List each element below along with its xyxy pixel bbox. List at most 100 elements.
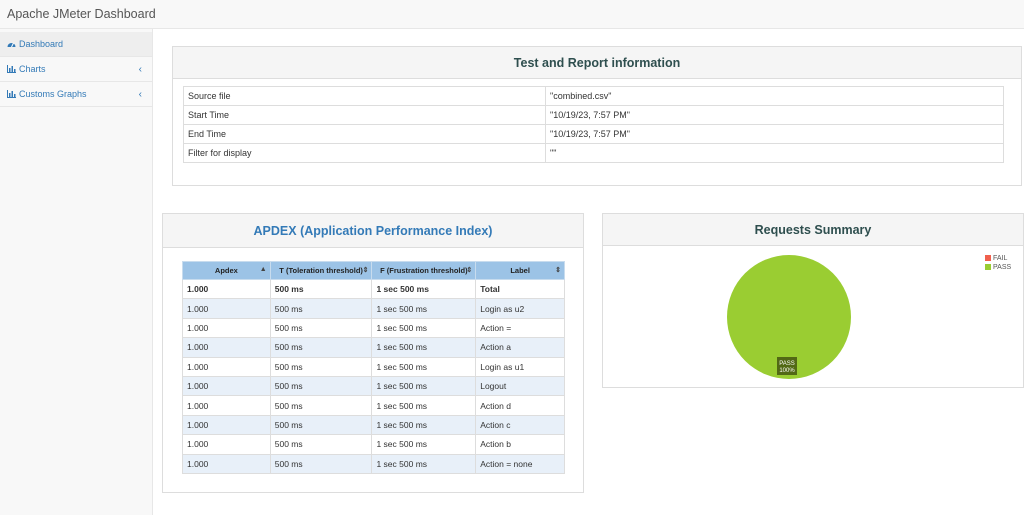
column-header-label: F (Frustration threshold) bbox=[380, 266, 468, 275]
pie-label-box bbox=[777, 357, 797, 375]
requests-summary-panel: Requests Summary PASS 100% FAIL PASS bbox=[602, 213, 1024, 388]
table-cell: 1.000 bbox=[182, 298, 271, 319]
table-cell: 500 ms bbox=[269, 317, 373, 339]
sort-icon: ⇕ bbox=[466, 267, 473, 274]
table-cell: 500 ms bbox=[269, 298, 373, 319]
legend-item-fail[interactable]: FAIL bbox=[985, 255, 1007, 262]
table-cell: Action = bbox=[475, 317, 565, 339]
info-value: "combined.csv" bbox=[545, 86, 1004, 106]
report-info-panel: Test and Report information Source file "… bbox=[172, 46, 1022, 186]
apdex-title: APDEX (Application Performance Index) bbox=[163, 214, 583, 248]
table-row: 1.000 500 ms 1 sec 500 ms Action a bbox=[182, 337, 565, 358]
chevron-left-icon[interactable]: ‹ bbox=[138, 64, 142, 75]
sort-icon: ⇕ bbox=[555, 267, 561, 274]
table-cell: 1 sec 500 ms bbox=[371, 434, 477, 455]
sidebar: Dashboard Charts ‹ Customs Graphs ‹ bbox=[0, 29, 153, 515]
table-row: 1.000 500 ms 1 sec 500 ms Action = none bbox=[182, 453, 565, 474]
table-cell: 1.000 bbox=[182, 317, 271, 339]
table-cell: 500 ms bbox=[269, 414, 373, 436]
pie-slice-pass[interactable] bbox=[727, 255, 851, 379]
table-cell: Action c bbox=[475, 414, 565, 436]
info-label: Filter for display bbox=[183, 143, 546, 163]
dashboard-icon bbox=[7, 42, 16, 48]
table-cell: Login as u2 bbox=[475, 298, 565, 319]
info-row: Source file "combined.csv" bbox=[183, 86, 1004, 106]
table-row: 1.000 500 ms 1 sec 500 ms Action c bbox=[182, 414, 565, 436]
legend-label: FAIL bbox=[993, 255, 1008, 262]
sidebar-item-dashboard[interactable]: Dashboard bbox=[0, 32, 152, 57]
table-row: 1.000 500 ms 1 sec 500 ms Action b bbox=[182, 434, 565, 455]
info-label: Start Time bbox=[183, 105, 546, 125]
table-cell: Logout bbox=[475, 375, 565, 397]
apdex-table: Apdex ▲ T (Toleration threshold) ⇕ F (Frustr… bbox=[182, 261, 565, 474]
table-cell: 1 sec 500 ms bbox=[371, 356, 477, 377]
legend-swatch-pass bbox=[985, 264, 991, 270]
info-row: Start Time "10/19/23, 7:57 PM" bbox=[183, 105, 1004, 125]
column-header-label: T (Toleration threshold) bbox=[279, 266, 363, 275]
table-cell: 1 sec 500 ms bbox=[371, 337, 477, 358]
table-cell: Action b bbox=[475, 434, 565, 455]
pie-label-text: PASS bbox=[779, 361, 795, 367]
app-title[interactable]: Apache JMeter Dashboard bbox=[7, 7, 156, 21]
table-cell: Action a bbox=[475, 337, 565, 358]
table-cell: 1 sec 500 ms bbox=[371, 278, 477, 300]
sort-icon: ⇕ bbox=[362, 267, 369, 274]
table-cell: Login as u1 bbox=[475, 356, 565, 377]
table-cell: 1.000 bbox=[182, 414, 271, 436]
sidebar-item-label: Dashboard bbox=[19, 39, 64, 49]
column-header-label: Apdex bbox=[214, 266, 238, 275]
table-row: 1.000 500 ms 1 sec 500 ms Login as u1 bbox=[182, 356, 565, 377]
table-cell: 500 ms bbox=[269, 395, 373, 416]
table-row: 1.000 500 ms 1 sec 500 ms Action d bbox=[182, 395, 565, 416]
column-header-label: Label bbox=[510, 266, 530, 275]
info-row: End Time "10/19/23, 7:57 PM" bbox=[183, 124, 1004, 144]
requests-summary-title: Requests Summary bbox=[603, 214, 1023, 246]
sidebar-item-customs-graphs[interactable]: Customs Graphs ‹ bbox=[0, 82, 152, 107]
table-cell: 1.000 bbox=[182, 375, 271, 397]
main-content: Test and Report information Source file "… bbox=[153, 29, 1024, 515]
column-header-3[interactable]: Label ⇕ bbox=[475, 261, 565, 280]
table-row-total: 1.000 500 ms 1 sec 500 ms Total bbox=[182, 278, 565, 300]
info-label: Source file bbox=[183, 86, 546, 106]
table-row: 1.000 500 ms 1 sec 500 ms Logout bbox=[182, 375, 565, 397]
chevron-left-icon[interactable]: ‹ bbox=[138, 89, 142, 100]
sidebar-item-label: Charts bbox=[19, 64, 46, 74]
table-cell: 1 sec 500 ms bbox=[371, 414, 477, 436]
report-info-table: Source file "combined.csv" Start Time "10/1… bbox=[183, 86, 1004, 163]
table-cell: 1 sec 500 ms bbox=[371, 317, 477, 339]
report-info-title: Test and Report information bbox=[173, 47, 1021, 79]
table-cell: Total bbox=[475, 278, 565, 300]
bar-chart-icon bbox=[7, 65, 16, 73]
column-header-2[interactable]: F (Frustration threshold) ⇕ bbox=[371, 261, 477, 280]
sort-icon: ▲ bbox=[259, 266, 267, 273]
table-cell: 1.000 bbox=[182, 395, 271, 416]
table-cell: Action = none bbox=[475, 453, 565, 474]
bar-chart-icon bbox=[7, 90, 16, 98]
table-cell: 1.000 bbox=[182, 453, 271, 474]
table-cell: 500 ms bbox=[269, 337, 373, 358]
table-cell: 1 sec 500 ms bbox=[371, 375, 477, 397]
table-cell: 500 ms bbox=[269, 375, 373, 397]
table-cell: 500 ms bbox=[269, 434, 373, 455]
table-cell: 1 sec 500 ms bbox=[371, 395, 477, 416]
info-value: "10/19/23, 7:57 PM" bbox=[545, 124, 1004, 144]
table-cell: Action d bbox=[475, 395, 565, 416]
info-value: "" bbox=[545, 143, 1004, 163]
sidebar-item-charts[interactable]: Charts ‹ bbox=[0, 57, 152, 82]
legend-swatch-fail bbox=[985, 255, 991, 261]
info-row: Filter for display "" bbox=[183, 143, 1004, 163]
column-header-1[interactable]: T (Toleration threshold) ⇕ bbox=[269, 261, 373, 280]
table-cell: 1 sec 500 ms bbox=[371, 453, 477, 474]
table-cell: 500 ms bbox=[269, 356, 373, 377]
table-cell: 1.000 bbox=[182, 337, 271, 358]
apdex-panel: APDEX (Application Performance Index) Ap… bbox=[162, 213, 584, 493]
table-cell: 1 sec 500 ms bbox=[371, 298, 477, 319]
top-navbar: Apache JMeter Dashboard bbox=[0, 0, 1024, 29]
info-value: "10/19/23, 7:57 PM" bbox=[545, 105, 1004, 125]
column-header-0[interactable]: Apdex ▲ bbox=[182, 261, 271, 280]
table-cell: 1.000 bbox=[182, 434, 271, 455]
legend-item-pass[interactable]: PASS bbox=[985, 264, 1011, 271]
table-row: 1.000 500 ms 1 sec 500 ms Login as u2 bbox=[182, 298, 565, 319]
table-cell: 500 ms bbox=[269, 453, 373, 474]
